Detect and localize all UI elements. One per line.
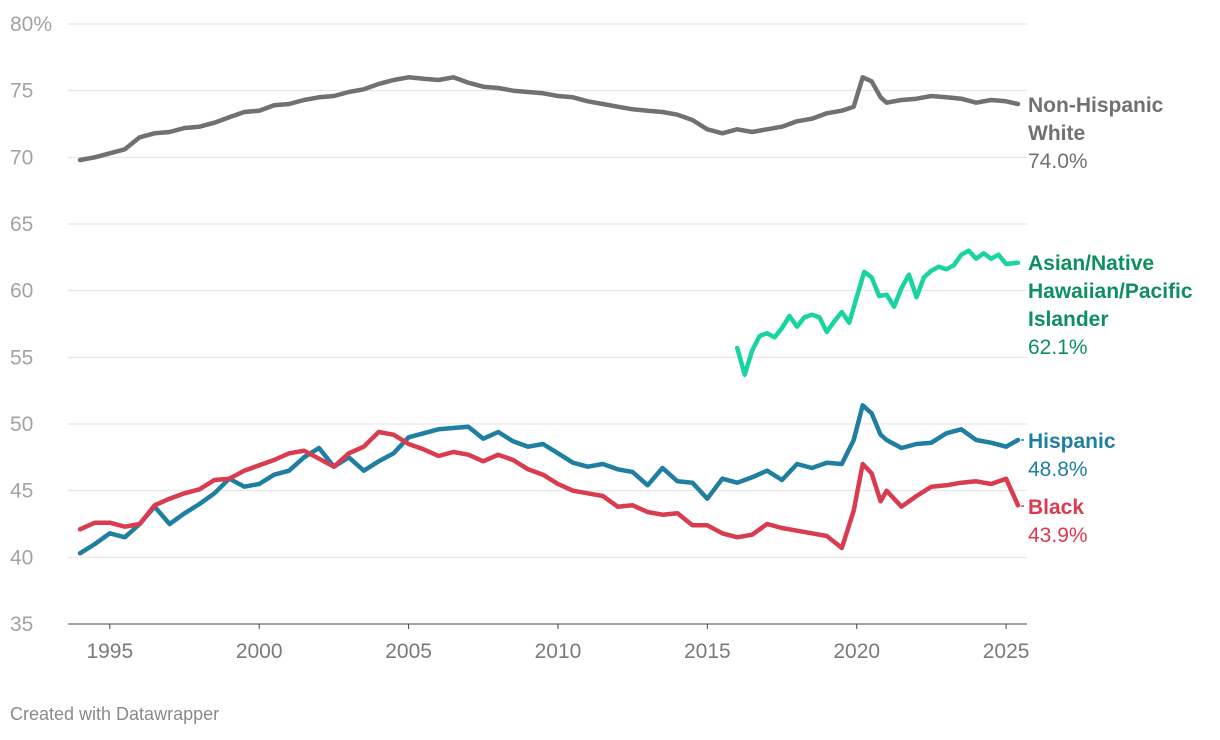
y-tick-label: 65	[10, 213, 33, 236]
x-tick-label: 2005	[385, 640, 432, 663]
series-name-asian-native-hawaiian-pacific-islander: Islander	[1028, 308, 1109, 331]
series-value-hispanic: 48.8%	[1028, 458, 1088, 481]
y-tick-label: 35	[10, 613, 33, 636]
y-tick-label: 55	[10, 346, 33, 369]
y-tick-label: 70	[10, 146, 33, 169]
series-lines	[77, 75, 1021, 556]
series-value-non-hispanic-white: 74.0%	[1028, 150, 1088, 173]
x-tick-label: 2020	[833, 640, 880, 663]
x-tick-label: 2025	[983, 640, 1030, 663]
y-tick-label: 75	[10, 80, 33, 103]
grid-layer	[68, 23, 1027, 625]
line-chart: 80% 75 70 65 60 55 50 45 40 35 1995 2000 2005 2010 20…	[10, 13, 1193, 663]
series-name-non-hispanic-white: Non-Hispanic	[1028, 94, 1164, 117]
x-axis-ticks: 1995 2000 2005 2010 2015 2020 2025	[86, 624, 1029, 663]
series-line-black	[77, 429, 1021, 551]
series-line-asian-native-hawaiian-pacific-islander	[734, 248, 1021, 377]
series-line-hispanic	[77, 403, 1021, 556]
series-name-non-hispanic-white: White	[1028, 122, 1085, 145]
series-name-black: Black	[1028, 496, 1084, 519]
datawrapper-credit: Created with Datawrapper	[10, 704, 220, 724]
series-name-asian-native-hawaiian-pacific-islander: Asian/Native	[1028, 252, 1154, 275]
series-line-non-hispanic-white	[77, 75, 1021, 163]
series-value-asian-native-hawaiian-pacific-islander: 62.1%	[1028, 336, 1088, 359]
y-tick-label: 80%	[10, 13, 52, 36]
y-tick-label: 60	[10, 280, 33, 303]
series-value-black: 43.9%	[1028, 524, 1088, 547]
y-axis-ticks: 80% 75 70 65 60 55 50 45 40 35	[10, 13, 52, 636]
series-name-hispanic: Hispanic	[1028, 430, 1116, 453]
x-tick-label: 2015	[684, 640, 731, 663]
y-tick-label: 40	[10, 546, 33, 569]
series-name-asian-native-hawaiian-pacific-islander: Hawaiian/Pacific	[1028, 280, 1193, 303]
x-tick-label: 1995	[86, 640, 133, 663]
series-labels: Non-Hispanic White 74.0% Asian/Native Hawaii…	[1021, 94, 1193, 547]
x-tick-label: 2000	[236, 640, 283, 663]
x-tick-label: 2010	[535, 640, 582, 663]
y-tick-label: 45	[10, 480, 33, 503]
y-tick-label: 50	[10, 413, 33, 436]
